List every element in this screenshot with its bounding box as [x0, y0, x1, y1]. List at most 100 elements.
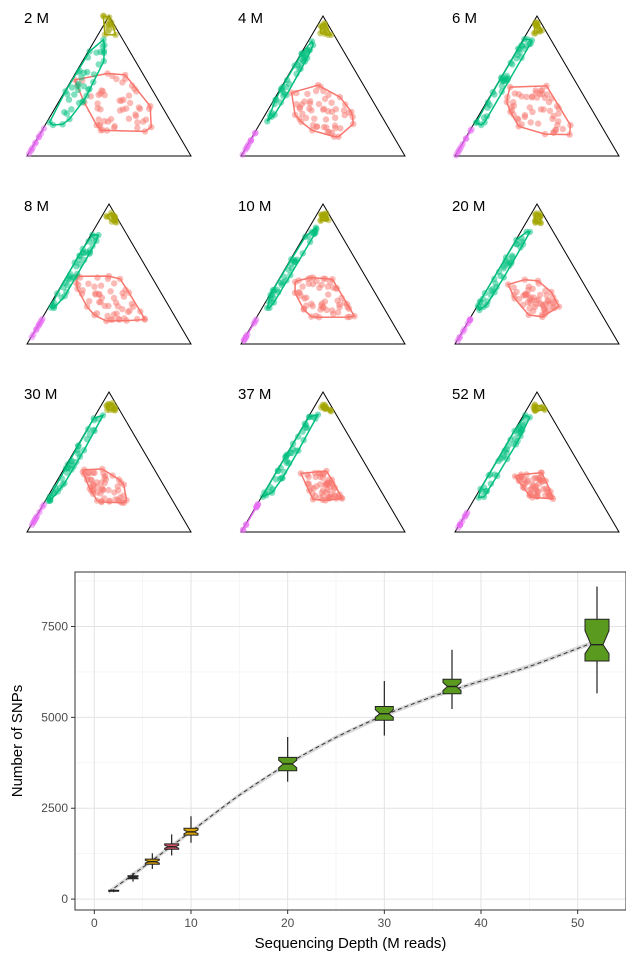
- red-point: [329, 276, 336, 283]
- olive-point: [532, 30, 539, 37]
- magenta-point: [462, 135, 470, 142]
- olive-point: [322, 215, 330, 223]
- teal-point: [283, 91, 290, 99]
- red-point: [534, 277, 542, 284]
- teal-point: [86, 431, 93, 438]
- red-point: [537, 300, 544, 308]
- olive-point: [113, 219, 120, 226]
- x-tick-label: 40: [474, 916, 488, 930]
- y-tick-label: 0: [61, 892, 68, 906]
- teal-point: [99, 412, 107, 419]
- red-point: [325, 494, 332, 501]
- red-point: [115, 487, 122, 494]
- red-point: [107, 288, 114, 295]
- magenta-point: [30, 331, 37, 338]
- teal-point: [296, 66, 303, 73]
- teal-point: [90, 415, 98, 422]
- red-point: [340, 107, 348, 114]
- teal-point: [269, 292, 276, 299]
- red-point: [540, 306, 547, 313]
- red-point: [555, 105, 562, 112]
- red-point: [548, 288, 555, 296]
- red-point: [99, 486, 106, 493]
- red-point: [105, 118, 112, 125]
- red-point: [314, 82, 322, 89]
- teal-point: [288, 265, 295, 272]
- ternary-triangle: [26, 15, 192, 157]
- teal-point: [306, 238, 314, 245]
- ternary-panel: 10 M: [214, 188, 406, 358]
- red-point: [91, 283, 98, 290]
- red-point: [97, 127, 105, 134]
- red-point: [334, 309, 342, 316]
- red-point: [86, 469, 93, 476]
- x-tick-label: 0: [91, 916, 98, 930]
- ternary-panel: 8 M: [0, 188, 192, 358]
- teal-point: [498, 83, 506, 90]
- teal-point: [272, 476, 280, 483]
- teal-point: [495, 268, 503, 276]
- ternary-svg: [26, 391, 192, 533]
- teal-point: [518, 54, 525, 61]
- teal-point: [491, 471, 499, 478]
- red-point: [542, 492, 549, 499]
- red-point: [119, 289, 126, 297]
- red-point: [328, 99, 335, 106]
- red-point: [530, 307, 537, 315]
- red-point: [321, 95, 329, 103]
- olive-point: [104, 28, 112, 36]
- red-point: [328, 108, 336, 116]
- teal-point: [508, 258, 515, 265]
- red-point: [323, 467, 330, 475]
- magenta-point: [239, 526, 247, 534]
- teal-point: [489, 88, 497, 96]
- red-point: [528, 94, 536, 101]
- teal-point: [84, 54, 92, 61]
- panel-label: 4 M: [238, 10, 264, 27]
- red-point: [559, 125, 566, 133]
- teal-point: [97, 48, 104, 56]
- olive-point: [537, 219, 544, 226]
- olive-point: [108, 19, 115, 26]
- red-point: [94, 274, 101, 281]
- teal-point: [487, 480, 495, 487]
- red-point: [506, 83, 514, 91]
- red-point: [519, 484, 527, 491]
- teal-point: [284, 76, 291, 84]
- red-point: [125, 92, 133, 99]
- red-point: [308, 313, 315, 320]
- teal-point: [513, 241, 520, 248]
- panel-label: 8 M: [24, 198, 50, 215]
- red-point: [296, 289, 303, 296]
- teal-point: [278, 281, 285, 289]
- red-hull: [73, 72, 152, 133]
- red-point: [323, 488, 330, 496]
- red-point: [309, 302, 316, 310]
- magenta-point: [463, 511, 470, 518]
- teal-point: [505, 442, 512, 449]
- red-point: [523, 93, 530, 101]
- teal-point: [478, 488, 486, 495]
- red-point: [331, 491, 338, 499]
- red-point: [309, 122, 317, 129]
- red-point: [511, 473, 519, 480]
- teal-point: [90, 71, 98, 78]
- red-point: [97, 90, 104, 97]
- red-point: [334, 297, 341, 304]
- red-point: [303, 302, 310, 309]
- red-point: [122, 71, 129, 79]
- red-point: [315, 100, 323, 108]
- ternary-triangle: [240, 391, 406, 533]
- red-point: [537, 476, 544, 483]
- panel-label: 6 M: [452, 10, 478, 27]
- teal-point: [304, 54, 311, 62]
- red-point: [316, 284, 323, 291]
- magenta-point: [239, 151, 246, 158]
- red-point: [543, 82, 550, 90]
- red-point: [304, 471, 311, 478]
- olive-point: [106, 406, 113, 414]
- panel-label: 10 M: [238, 198, 272, 215]
- red-point: [341, 111, 348, 119]
- red-point: [322, 275, 329, 283]
- red-point: [507, 108, 514, 116]
